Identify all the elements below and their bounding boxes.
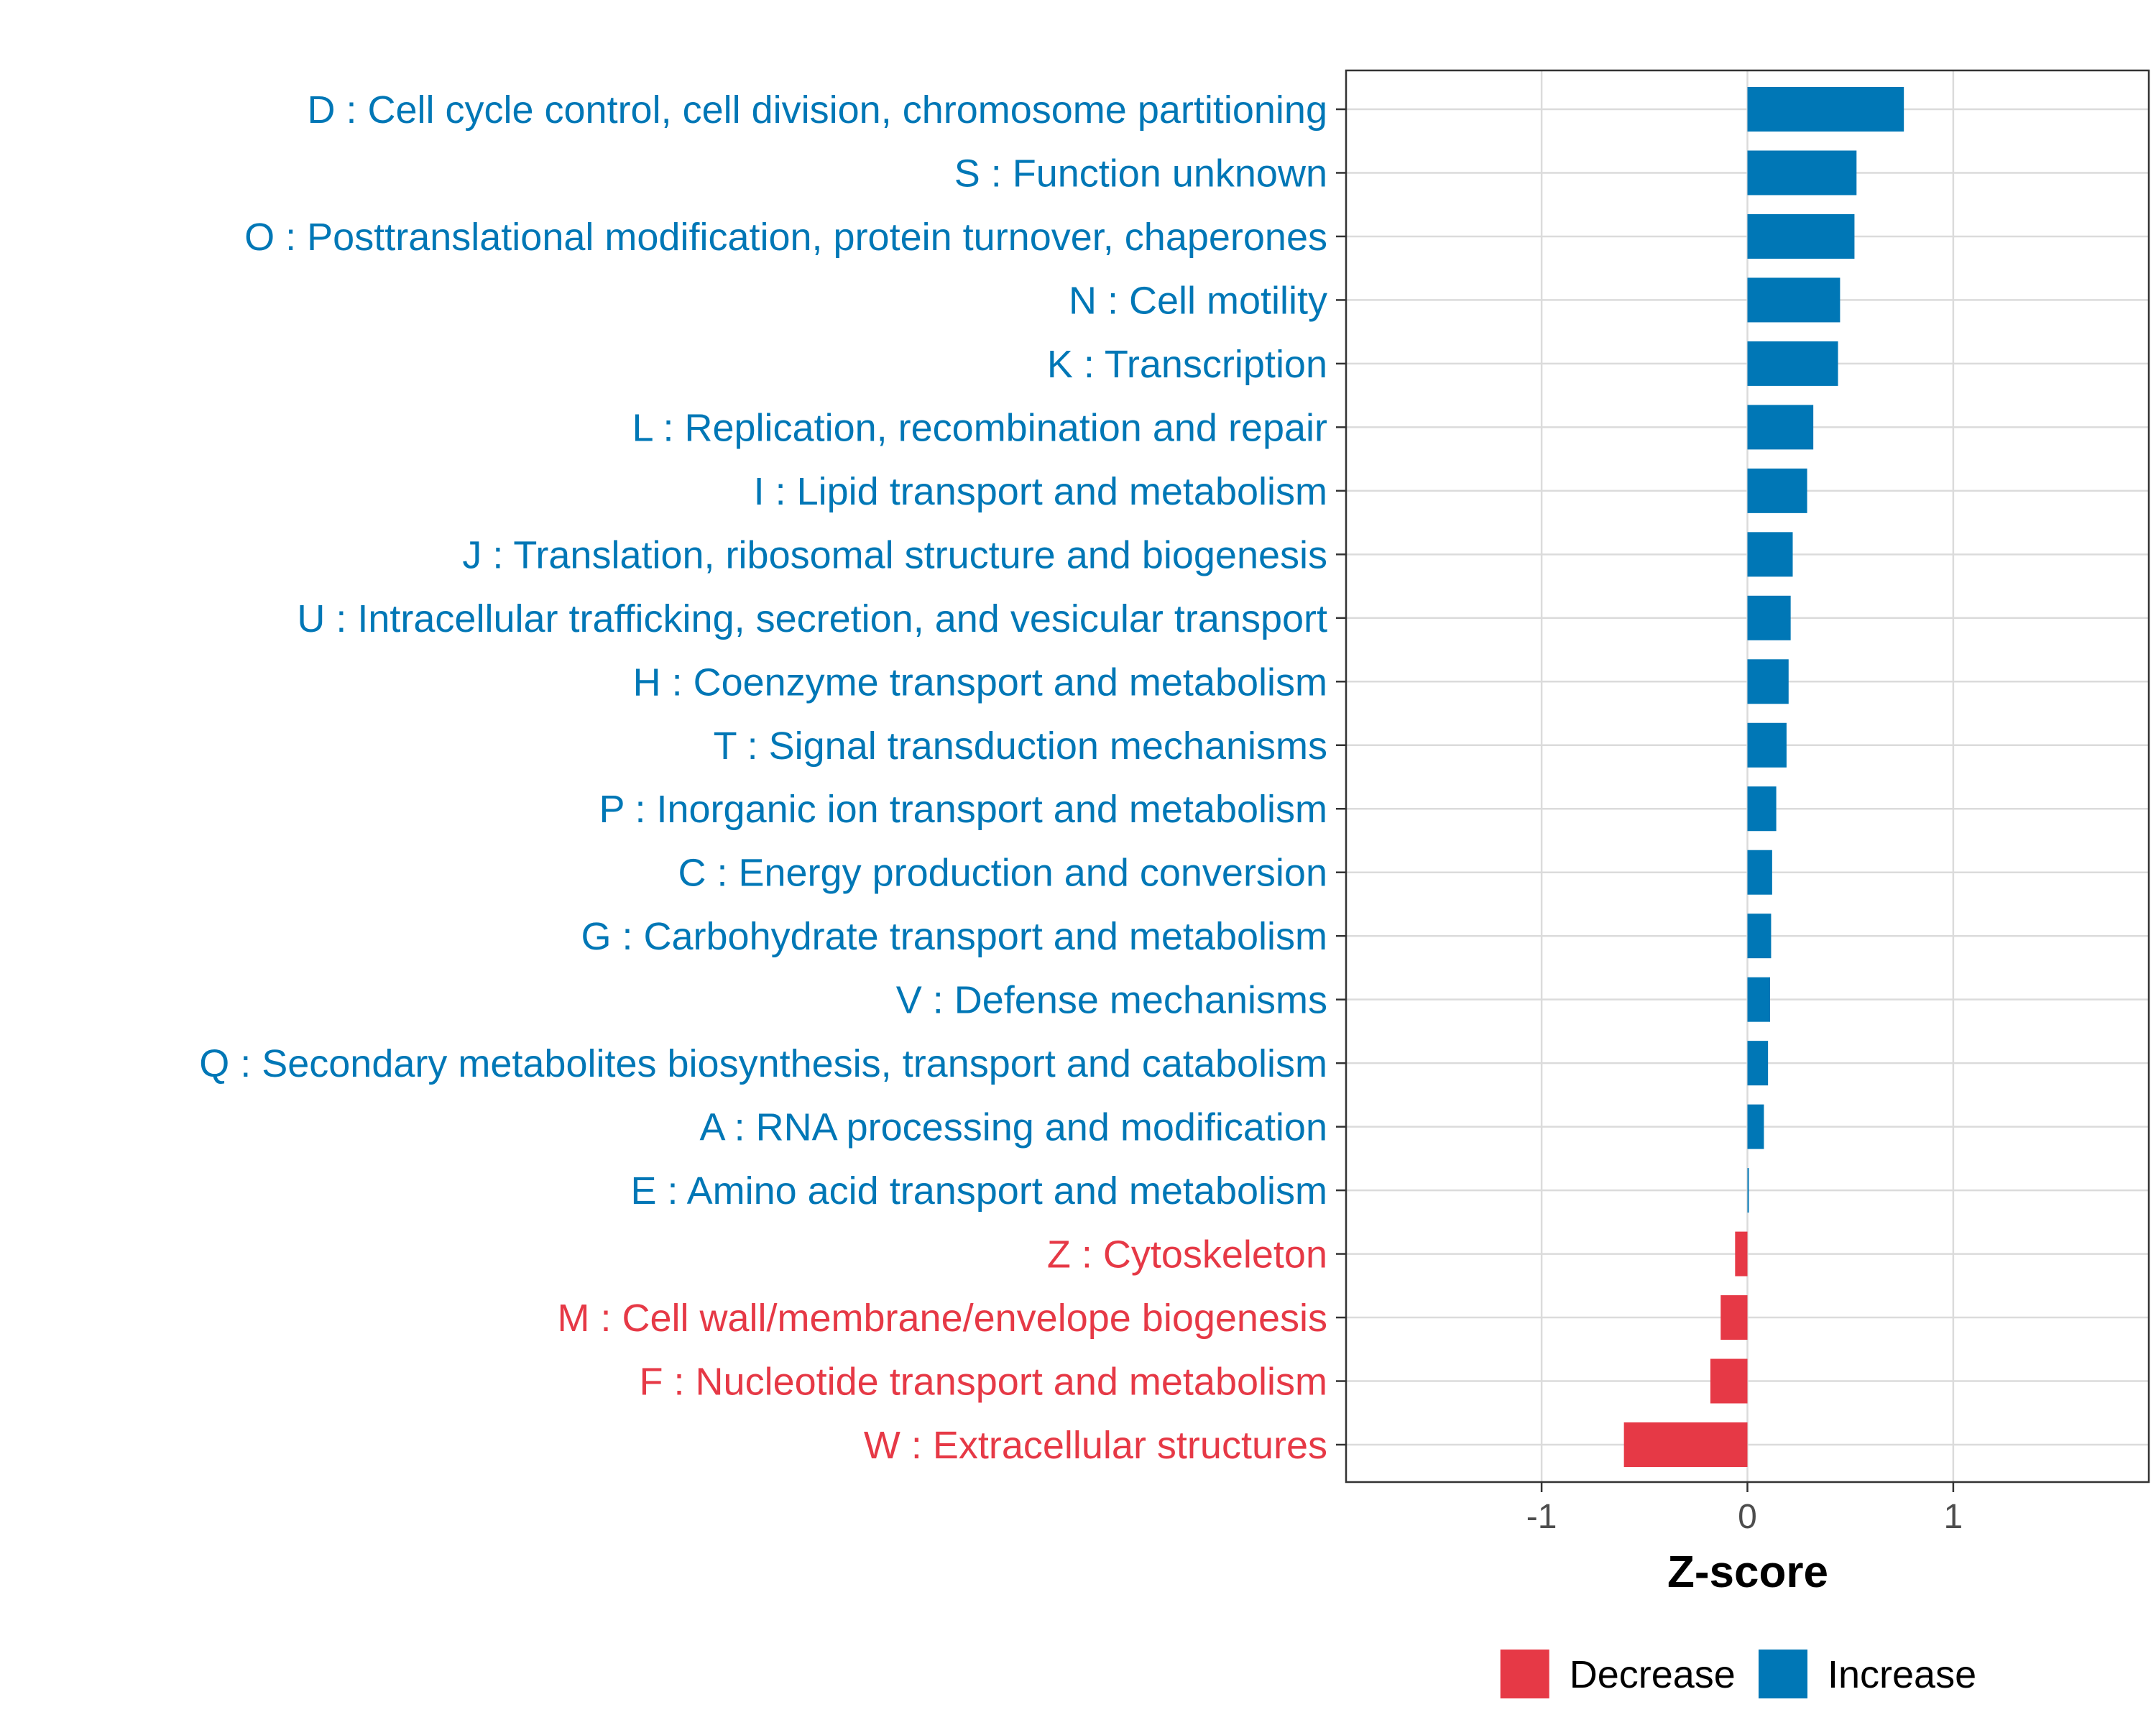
category-label: I : Lipid transport and metabolism (754, 470, 1327, 513)
bar (1747, 659, 1789, 704)
bar (1747, 341, 1838, 386)
category-label: E : Amino acid transport and metabolism (631, 1169, 1327, 1213)
category-label: A : RNA processing and modification (700, 1106, 1327, 1149)
bar (1747, 786, 1777, 832)
x-tick-label: -1 (1526, 1498, 1557, 1536)
bars (1623, 87, 1904, 1467)
category-label: W : Extracellular structures (864, 1424, 1327, 1467)
bar (1747, 595, 1791, 640)
legend: Decrease Increase (1500, 1650, 1976, 1698)
category-label: U : Intracellular trafficking, secretion… (297, 597, 1327, 640)
bar (1747, 150, 1857, 196)
category-label: Z : Cytoskeleton (1047, 1233, 1327, 1276)
bar (1720, 1295, 1748, 1340)
bar (1747, 468, 1807, 513)
category-label: P : Inorganic ion transport and metaboli… (599, 788, 1327, 831)
legend-label: Increase (1828, 1653, 1976, 1696)
y-axis-ticks (1336, 108, 1346, 1446)
bar (1747, 532, 1793, 577)
category-labels: D : Cell cycle control, cell division, c… (199, 88, 1327, 1467)
bar (1747, 1168, 1749, 1213)
x-axis-title: Z-score (1667, 1547, 1828, 1597)
category-label: S : Function unknown (954, 152, 1327, 195)
category-label: C : Energy production and conversion (678, 852, 1327, 895)
bar (1747, 405, 1814, 450)
bar (1747, 1041, 1769, 1086)
bar (1747, 87, 1904, 132)
bar (1747, 722, 1787, 768)
bar (1747, 277, 1841, 323)
bar (1623, 1422, 1748, 1467)
category-label: K : Transcription (1047, 343, 1327, 386)
legend-swatch (1759, 1650, 1807, 1698)
bar (1747, 213, 1855, 259)
legend-swatch (1500, 1650, 1549, 1698)
category-label: J : Translation, ribosomal structure and… (462, 533, 1327, 576)
category-label: V : Defense mechanisms (896, 979, 1327, 1022)
bar (1747, 914, 1772, 959)
category-label: N : Cell motility (1069, 279, 1327, 322)
x-tick-label: 0 (1738, 1498, 1757, 1536)
x-tick-label: 1 (1944, 1498, 1963, 1536)
category-label: G : Carbohydrate transport and metabolis… (581, 915, 1328, 958)
category-label: T : Signal transduction mechanisms (714, 724, 1327, 768)
category-label: D : Cell cycle control, cell division, c… (307, 88, 1327, 132)
x-axis-ticks: -1 0 1 (1526, 1482, 1963, 1536)
category-label: L : Replication, recombination and repai… (632, 406, 1327, 449)
category-label: Q : Secondary metabolites biosynthesis, … (199, 1042, 1327, 1085)
legend-label: Decrease (1570, 1653, 1736, 1696)
category-label: M : Cell wall/membrane/envelope biogenes… (557, 1297, 1327, 1340)
category-label: H : Coenzyme transport and metabolism (633, 661, 1327, 704)
bar (1747, 850, 1772, 895)
bar (1710, 1358, 1748, 1404)
bar (1747, 1104, 1764, 1149)
category-label: F : Nucleotide transport and metabolism (640, 1361, 1327, 1404)
bar (1735, 1231, 1748, 1276)
bar (1747, 977, 1771, 1022)
category-label: O : Posttranslational modification, prot… (244, 216, 1327, 259)
